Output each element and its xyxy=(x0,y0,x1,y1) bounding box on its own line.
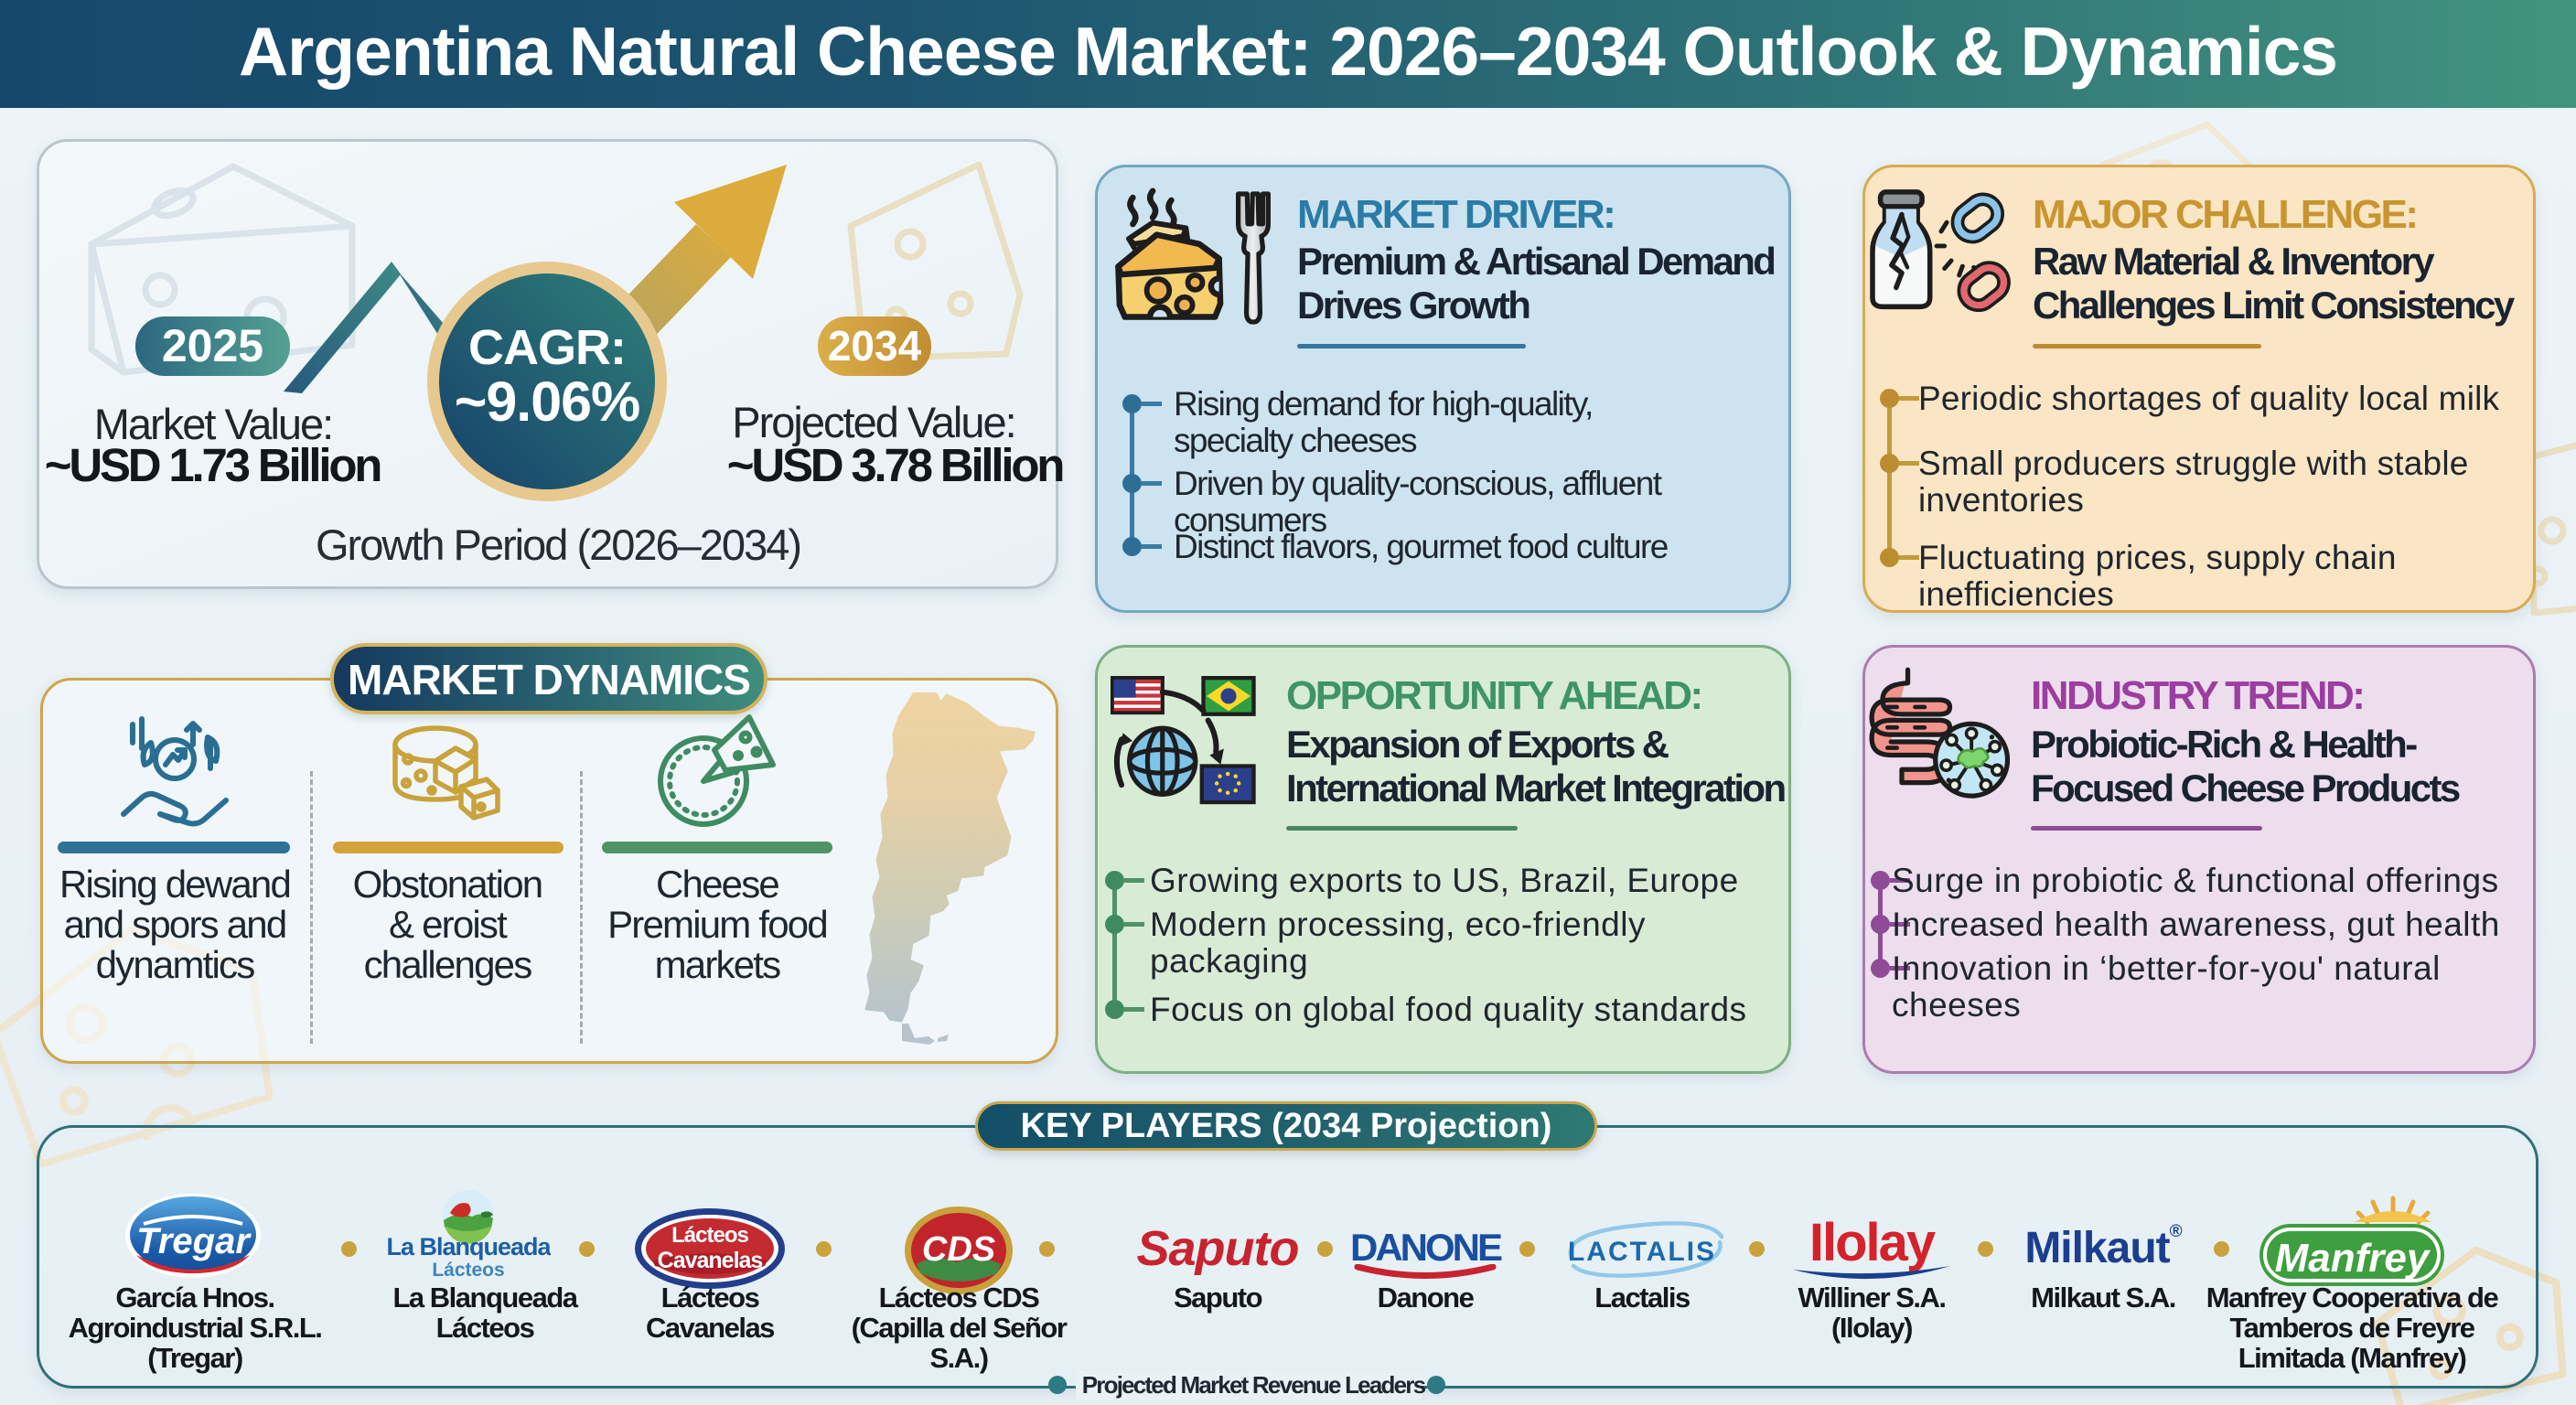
svg-text:Cavanelas: Cavanelas xyxy=(658,1248,763,1273)
svg-text:LACTALIS: LACTALIS xyxy=(1568,1237,1716,1267)
svg-text:La Blanqueada: La Blanqueada xyxy=(386,1233,551,1260)
svg-text:Manfrey: Manfrey xyxy=(2275,1236,2431,1281)
svg-text:Ilolay: Ilolay xyxy=(1809,1213,1936,1272)
svg-text:Tregar: Tregar xyxy=(136,1221,252,1261)
svg-text:Lácteos: Lácteos xyxy=(671,1223,748,1248)
svg-text:Lácteos: Lácteos xyxy=(432,1260,504,1281)
svg-text:CDS: CDS xyxy=(922,1230,995,1269)
